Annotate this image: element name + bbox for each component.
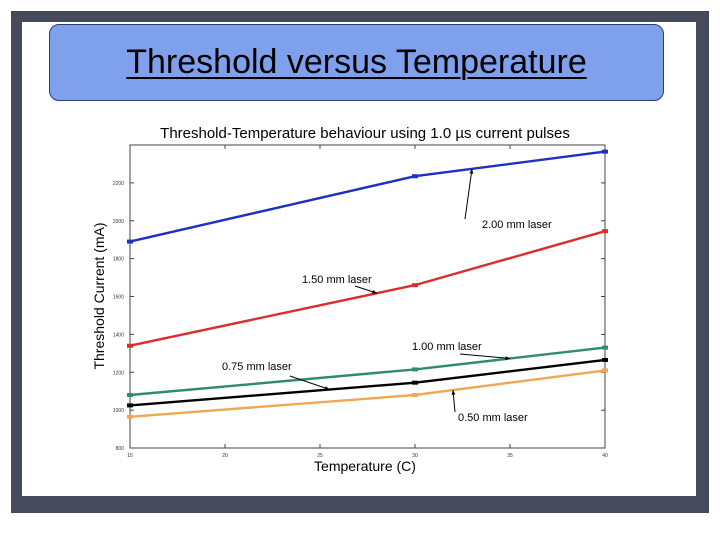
y-tick-label: 800 xyxy=(116,446,125,452)
series-line-1-50-mm-laser xyxy=(129,230,606,347)
x-tick-label: 15 xyxy=(127,453,133,459)
data-point xyxy=(412,174,418,179)
slide-title-box: Threshold versus Temperature xyxy=(49,24,664,101)
data-point xyxy=(412,283,418,288)
data-point xyxy=(127,239,133,244)
y-tick-label: 1800 xyxy=(113,257,124,263)
y-axis-label: Threshold Current (mA) xyxy=(91,222,107,369)
series-line-0-50-mm-laser xyxy=(129,369,606,418)
y-tick-label: 2200 xyxy=(113,181,124,187)
annotation-label: 0.75 mm laser xyxy=(222,361,292,373)
data-point xyxy=(412,380,418,385)
annotation-arrowhead xyxy=(324,386,330,390)
annotation-label: 1.00 mm laser xyxy=(412,341,482,353)
annotation-label: 2.00 mm laser xyxy=(482,219,552,231)
data-point xyxy=(602,357,608,362)
data-point xyxy=(412,367,418,372)
data-point xyxy=(602,229,608,234)
chart-title: Threshold-Temperature behaviour using 1.… xyxy=(160,125,570,142)
series-line-1-00-mm-laser xyxy=(129,346,606,397)
annotation-arrowhead xyxy=(372,289,377,294)
data-point xyxy=(602,345,608,350)
y-tick-label: 1600 xyxy=(113,295,124,301)
y-tick-label: 1000 xyxy=(113,408,124,414)
x-tick-label: 40 xyxy=(602,453,608,459)
annotation-arrow xyxy=(289,375,330,390)
annotation-arrowhead xyxy=(505,356,510,360)
x-tick-label: 25 xyxy=(317,453,323,459)
x-tick-label: 20 xyxy=(222,453,228,459)
slide-title: Threshold versus Temperature xyxy=(126,43,587,81)
annotation-label: 0.50 mm laser xyxy=(458,412,528,424)
data-point xyxy=(127,414,133,419)
x-tick-label: 35 xyxy=(507,453,513,459)
annotation-arrow xyxy=(464,168,473,220)
plot-area-frame xyxy=(129,144,606,449)
annotation-arrowhead xyxy=(469,168,474,174)
data-point xyxy=(602,149,608,154)
annotation-label: 1.50 mm laser xyxy=(302,274,372,286)
y-tick-label: 1200 xyxy=(113,370,124,376)
data-point xyxy=(602,368,608,373)
annotation-arrowhead xyxy=(451,390,456,395)
x-axis-label: Temperature (C) xyxy=(314,458,416,474)
data-point xyxy=(127,392,133,397)
data-point xyxy=(412,392,418,397)
data-point xyxy=(127,343,133,348)
annotation-arrow xyxy=(459,353,511,360)
y-tick-label: 1400 xyxy=(113,332,124,338)
y-tick-label: 2000 xyxy=(113,219,124,225)
data-point xyxy=(127,403,133,408)
x-tick-label: 30 xyxy=(412,453,418,459)
